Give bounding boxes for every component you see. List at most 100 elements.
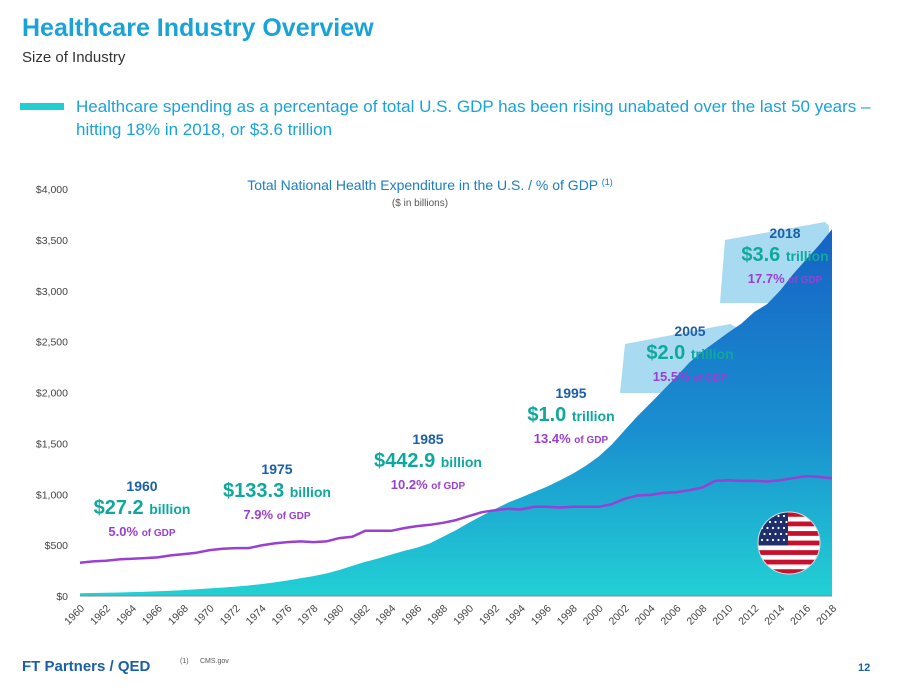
x-tick-label: 2000 [581, 603, 606, 628]
flag-star [777, 514, 780, 518]
flag-stripe [758, 559, 820, 565]
x-tick-label: 1994 [503, 603, 528, 628]
annotation-percent: 17.7% of GDP [747, 271, 823, 286]
annotation-amount: $3.6 trillion [741, 244, 829, 266]
annotation-percent: 13.4% of GDP [533, 431, 609, 446]
flag-stripe [758, 569, 820, 574]
flag-stripe [758, 564, 820, 570]
annotation-1975: 1975 $133.3 billion 7.9% of GDP [212, 462, 342, 522]
flag-star [760, 538, 764, 542]
flag-stripe [758, 545, 820, 551]
annotation-1960: 1960 $27.2 billion 5.0% of GDP [77, 479, 207, 539]
x-tick-label: 1976 [270, 603, 295, 628]
annotation-percent: 5.0% of GDP [108, 524, 176, 539]
flag-star [768, 532, 772, 536]
x-tick-label: 2002 [607, 603, 632, 628]
x-tick-label: 1990 [451, 603, 476, 628]
y-tick-label: $1,500 [36, 438, 68, 450]
footer-brand: FT Partners / QED [22, 658, 151, 675]
us-flag-icon [757, 511, 821, 575]
x-tick-label: 2012 [736, 603, 761, 628]
y-tick-label: $0 [56, 591, 68, 603]
page-subtitle: Size of Industry [22, 49, 126, 66]
flag-stripe [758, 526, 820, 532]
x-tick-label: 2016 [788, 603, 813, 628]
flag-star [766, 526, 769, 530]
y-tick-label: $2,000 [36, 388, 68, 400]
x-tick-label: 1972 [218, 603, 243, 628]
flag-star [782, 514, 786, 518]
flag-star [779, 520, 783, 524]
flag-star [777, 526, 780, 530]
y-tick-label: $4,000 [36, 184, 68, 196]
annotation-amount: $442.9 billion [374, 450, 482, 472]
flag-stripe [758, 531, 820, 537]
x-tick-label: 2004 [633, 603, 658, 628]
flag-stripe [758, 550, 820, 556]
flag-star [774, 532, 777, 536]
x-tick-label: 2010 [710, 603, 735, 628]
x-tick-label: 1998 [555, 603, 580, 628]
annotation-year: 1995 [555, 385, 587, 401]
y-tick-label: $3,500 [36, 235, 68, 247]
page-title: Healthcare Industry Overview [22, 14, 374, 42]
flag-stripe [758, 516, 820, 522]
x-tick-label: 1968 [166, 603, 191, 628]
flag-stripe [758, 512, 820, 518]
annotation-percent: 10.2% of GDP [390, 477, 466, 492]
annotation-1995: 1995 $1.0 trillion 13.4% of GDP [506, 386, 636, 446]
footnote-source: CMS.gov [200, 658, 229, 665]
flag-star [766, 538, 769, 542]
x-tick-label: 2014 [762, 603, 787, 628]
chart-subtitle: ($ in billions) [391, 198, 449, 209]
y-tick-label: $3,000 [36, 286, 68, 298]
annotation-amount: $1.0 trillion [527, 404, 615, 426]
y-tick-label: $1,000 [36, 489, 68, 501]
x-tick-label: 1962 [88, 603, 113, 628]
x-tick-label: 1984 [373, 603, 398, 628]
annotation-amount: $27.2 billion [93, 497, 191, 519]
annotation-year: 1975 [261, 461, 293, 477]
footnote-marker: (1) [180, 658, 189, 665]
flag-star [782, 538, 786, 542]
x-tick-label: 1986 [399, 603, 424, 628]
bullet-text: Healthcare spending as a percentage of t… [76, 97, 871, 139]
annotation-2005: 2005 $2.0 trillion 15.5% of GDP [625, 324, 755, 384]
flag-star [785, 520, 788, 524]
flag-star [774, 520, 777, 524]
flag-stripe [758, 521, 820, 527]
annotation-amount: $133.3 billion [223, 480, 331, 502]
annotation-amount: $2.0 trillion [646, 342, 734, 364]
chart-title-footnote: (1) [601, 177, 613, 187]
gdp-percent-line [79, 474, 833, 564]
x-tick-label: 2006 [659, 603, 684, 628]
flag-star [782, 526, 786, 530]
flag-star [763, 532, 766, 536]
x-tick-label: 1992 [477, 603, 502, 628]
bullet-marker [20, 103, 64, 110]
x-tick-label: 1982 [347, 603, 372, 628]
x-tick-label: 1974 [244, 603, 269, 628]
x-tick-label: 1996 [529, 603, 554, 628]
flag-star [771, 526, 775, 530]
y-tick-label: $500 [45, 540, 69, 552]
x-tick-label: 1978 [295, 603, 320, 628]
x-tick-label: 2008 [684, 603, 709, 628]
annotation-percent: 7.9% of GDP [243, 507, 311, 522]
flag-stripe [758, 540, 820, 546]
x-tick-label: 1970 [192, 603, 217, 628]
flag-star [771, 538, 775, 542]
annotation-year: 2018 [769, 225, 801, 241]
x-tick-label: 1960 [62, 603, 87, 628]
annotation-percent: 15.5% of GDP [652, 369, 728, 384]
health-expenditure-area [80, 229, 832, 596]
annotation-1985: 1985 $442.9 billion 10.2% of GDP [363, 432, 493, 492]
flag-star [768, 520, 772, 524]
annotation-year: 2005 [674, 323, 706, 339]
flag-stripe [758, 535, 820, 541]
x-tick-label: 2018 [814, 603, 839, 628]
x-tick-label: 1988 [425, 603, 450, 628]
flag-star [779, 532, 783, 536]
annotation-year: 1960 [126, 478, 158, 494]
